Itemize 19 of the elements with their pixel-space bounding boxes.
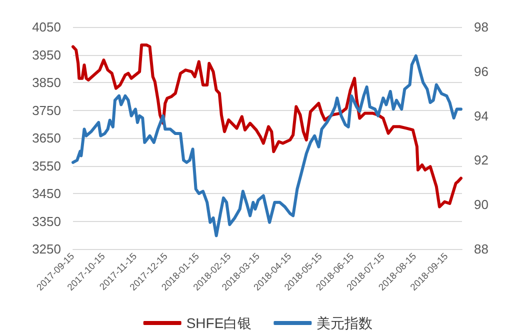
legend-label: 美元指数 <box>316 315 373 331</box>
y2-tick-label: 92 <box>474 152 488 168</box>
y-tick-label: 3750 <box>32 102 61 118</box>
y2-tick-label: 94 <box>474 108 488 124</box>
line-series <box>72 44 462 208</box>
y2-tick-label: 88 <box>474 242 488 256</box>
y2-tick-label: 98 <box>474 20 488 34</box>
y2-tick-label: 96 <box>474 64 488 79</box>
line-series <box>72 54 462 238</box>
y-tick-label: 4050 <box>32 20 61 34</box>
y-tick-label: 3850 <box>32 75 61 90</box>
y-tick-label: 3650 <box>32 130 61 146</box>
y2-tick-label: 90 <box>474 197 488 212</box>
y-tick-label: 3950 <box>32 47 61 62</box>
y-tick-label: 3250 <box>32 242 61 256</box>
y-tick-label: 3450 <box>32 186 61 201</box>
y-tick-label: 3350 <box>32 214 61 229</box>
y-tick-label: 3550 <box>32 158 61 174</box>
legend-label: SHFE白银 <box>186 315 252 331</box>
